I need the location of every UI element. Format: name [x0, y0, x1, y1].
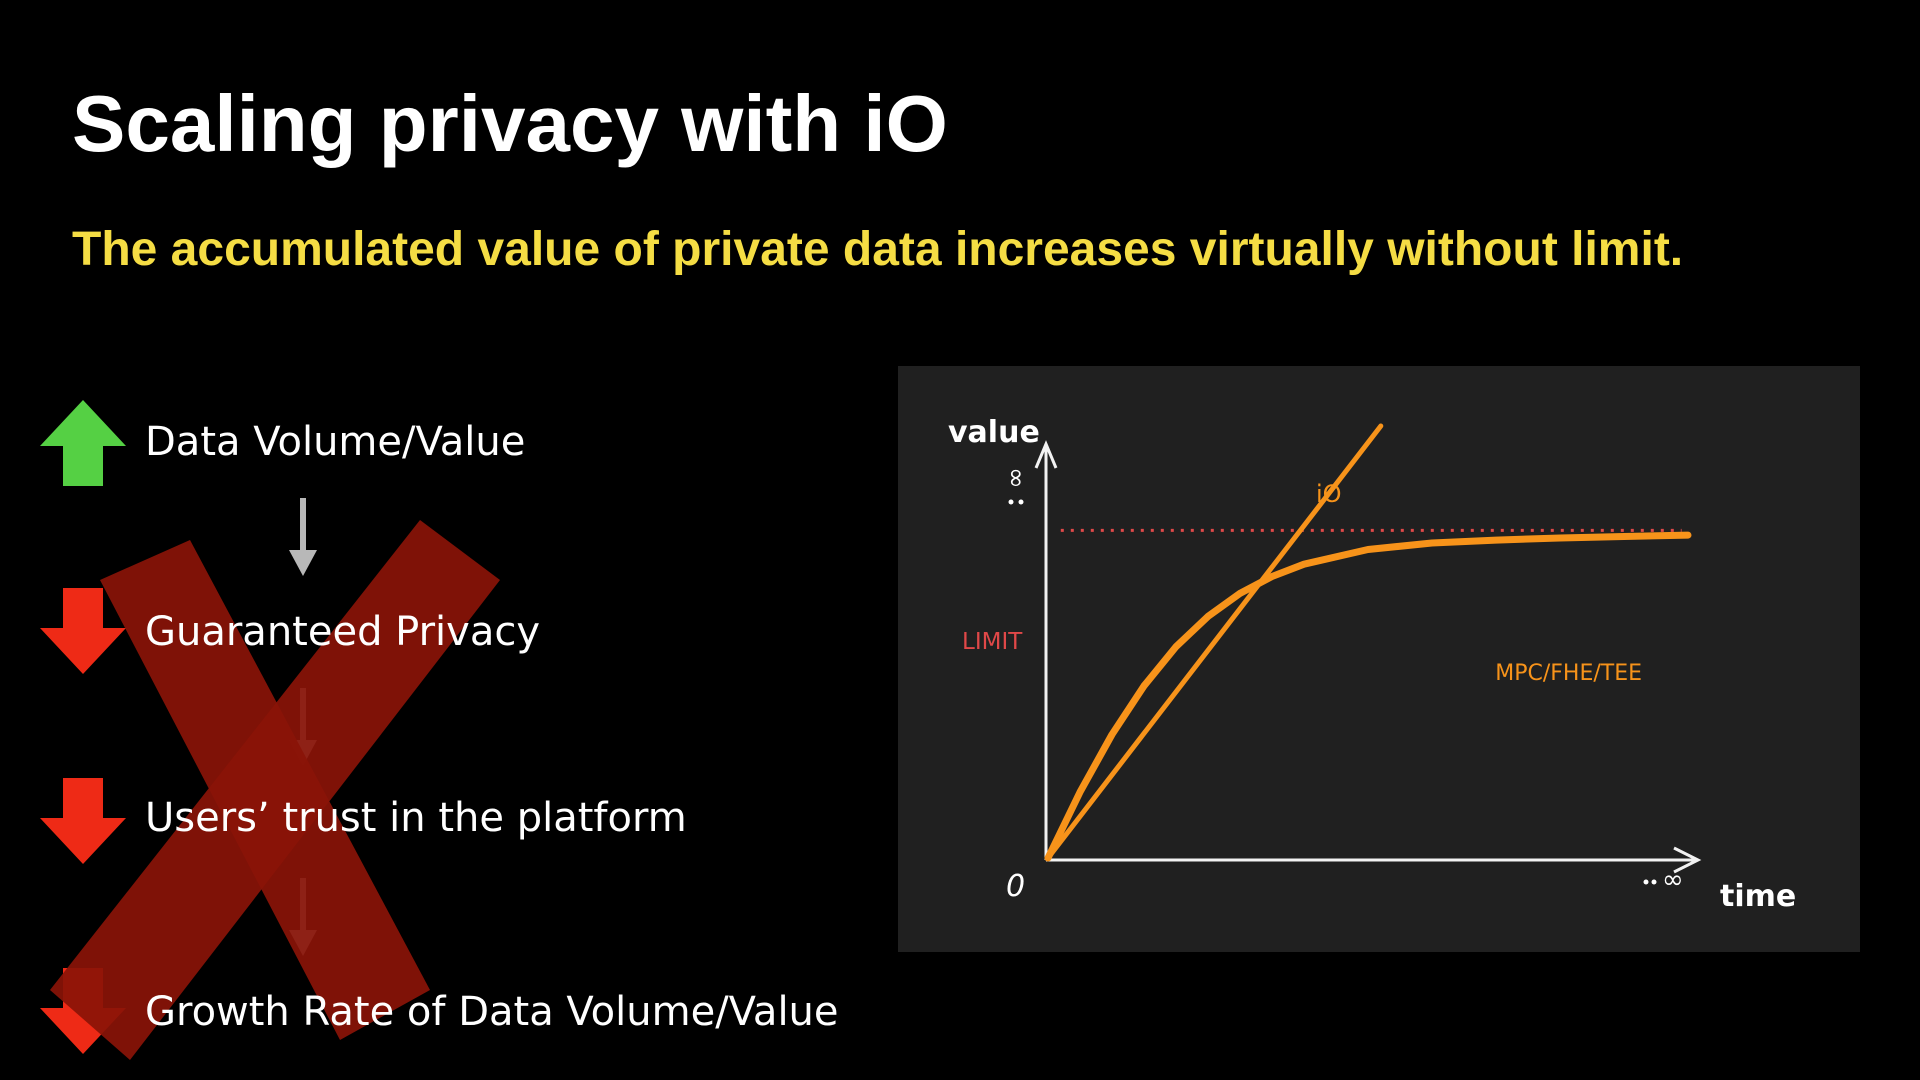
flow-step-label: Growth Rate of Data Volume/Value — [145, 989, 839, 1035]
x-infinity-marker: ∞ — [1643, 865, 1684, 895]
value-time-chart: value time 0 ∞ ∞ iO MPC/FHE/TEE LIMIT — [948, 415, 1796, 914]
slide-title: Scaling privacy with iO — [72, 79, 948, 168]
y-axis-arrowhead — [1034, 440, 1058, 469]
y-axis-label: value — [948, 415, 1040, 450]
x-infinity-label: ∞ — [1662, 865, 1684, 895]
causal-flow: Data Volume/Value Guaranteed Privacy Use… — [0, 0, 880, 1080]
flow-step-label: Users’ trust in the platform — [145, 795, 687, 841]
connector-arrow-icon — [289, 498, 317, 576]
slide-subtitle: The accumulated value of private data in… — [72, 223, 1684, 276]
chart-panel: value time 0 ∞ ∞ iO MPC/FHE/TEE LIMIT — [898, 366, 1860, 952]
flow-step-label: Data Volume/Value — [145, 419, 526, 465]
cross-out-x-icon — [50, 520, 500, 1060]
flow-step-label: Guaranteed Privacy — [145, 609, 540, 655]
x-axis-arrowhead — [1673, 846, 1702, 874]
x-axis-label: time — [1720, 879, 1796, 914]
series-line-mpc-fhe-tee — [1044, 531, 1692, 862]
series-line-io — [1045, 423, 1384, 861]
down-arrow-icon — [40, 588, 126, 674]
series-label-mpc-fhe-tee: MPC/FHE/TEE — [1495, 661, 1642, 686]
down-arrow-icon — [40, 778, 126, 864]
series-label-limit: LIMIT — [962, 629, 1023, 655]
up-arrow-icon — [40, 400, 126, 486]
y-infinity-label: ∞ — [1001, 467, 1031, 489]
origin-label: 0 — [1006, 869, 1025, 904]
y-infinity-marker: ∞ — [1001, 467, 1031, 505]
series-label-io: iO — [1316, 480, 1342, 508]
